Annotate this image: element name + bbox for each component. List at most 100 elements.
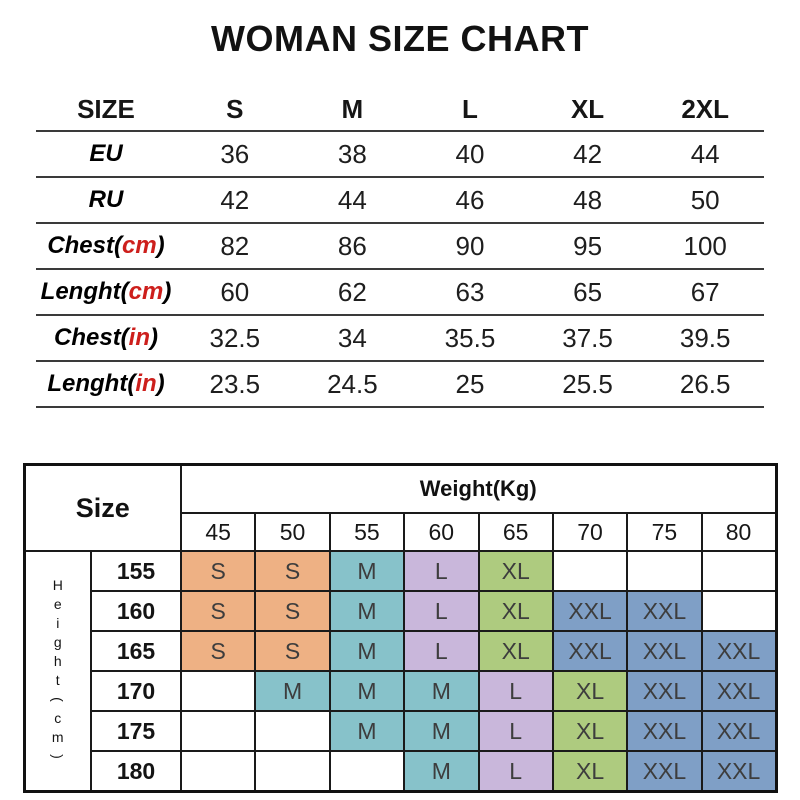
conv-value-cell: 90 — [411, 223, 529, 270]
size-cell: XXL — [626, 710, 703, 752]
height-tick: 165 — [90, 630, 182, 672]
conv-header-cell: XL — [528, 88, 647, 132]
height-axis-char: m — [51, 729, 64, 745]
conv-row: Lenght(in) 23.5 24.5 25 25.5 26.5 — [36, 361, 764, 408]
conv-value-cell: 44 — [293, 177, 412, 224]
empty-cell — [179, 750, 257, 793]
size-cell: L — [403, 550, 480, 592]
conv-value-cell: 37.5 — [528, 315, 647, 362]
size-cell: L — [403, 590, 480, 632]
conv-row-label: Lenght(cm) — [36, 269, 176, 316]
label-text: Chest( — [54, 324, 129, 351]
matrix-header: Size Weight(Kg) 45 50 55 60 65 70 75 80 — [23, 463, 778, 552]
conv-row-label: Lenght(in) — [36, 361, 176, 408]
conv-row: Chest(cm) 82 86 90 95 100 — [36, 223, 764, 270]
size-cell: XXL — [700, 670, 778, 712]
size-cell: XL — [477, 630, 554, 672]
size-cell: L — [477, 670, 554, 712]
conv-header-cell: M — [293, 88, 412, 132]
conv-value-cell: 62 — [293, 269, 412, 316]
empty-cell — [179, 670, 257, 712]
conv-value-cell: 82 — [176, 223, 294, 270]
conv-value-cell: 42 — [176, 177, 294, 224]
conv-row: EU 36 38 40 42 44 — [36, 131, 764, 178]
label-text: ) — [163, 278, 172, 305]
size-cell: XXL — [626, 670, 703, 712]
size-chart-page: WOMAN SIZE CHART SIZE S M L XL 2XL EU 36 38 40 42… — [0, 18, 800, 793]
height-tick: 180 — [90, 750, 182, 793]
conv-header-cell: L — [411, 88, 529, 132]
conv-row-label: EU — [36, 131, 176, 178]
matrix-row: 175 M M L XL XXL XXL — [24, 710, 778, 752]
matrix-row: 160 S S M L XL XXL XXL — [24, 590, 778, 632]
matrix-header-row-1: Size Weight(Kg) — [23, 463, 777, 552]
label-text: Lenght( — [47, 370, 136, 397]
height-tick: 155 — [90, 550, 182, 592]
conv-value-cell: 42 — [528, 131, 647, 178]
conv-value-cell: 100 — [646, 223, 764, 270]
size-cell: M — [328, 550, 406, 592]
matrix-row: 165 S S M L XL XXL XXL XXL — [24, 630, 778, 672]
conv-value-cell: 26.5 — [646, 361, 764, 408]
weight-tick: 55 — [328, 512, 406, 552]
height-tick: 175 — [90, 710, 182, 752]
size-cell: S — [254, 630, 331, 672]
size-cell: S — [179, 590, 257, 632]
empty-cell — [626, 550, 703, 592]
weight-tick: 75 — [626, 512, 703, 552]
height-axis-char: c — [54, 710, 62, 726]
height-axis-char: i — [56, 615, 60, 631]
conv-value-cell: 25.5 — [528, 361, 647, 408]
size-cell: XXL — [700, 630, 778, 672]
size-cell: XXL — [551, 590, 629, 632]
height-tick: 160 — [90, 590, 182, 632]
conv-header-cell: S — [176, 88, 294, 132]
size-cell: S — [179, 630, 257, 672]
height-axis-char: h — [53, 653, 62, 669]
conv-body: EU 36 38 40 42 44 RU 42 44 46 48 50 Chest(cm) 82 86 90 9… — [36, 131, 764, 408]
conv-value-cell: 36 — [176, 131, 294, 178]
empty-cell — [700, 550, 778, 592]
conv-header: SIZE S M L XL 2XL — [36, 88, 764, 132]
conv-value-cell: 24.5 — [293, 361, 412, 408]
weight-tick: 65 — [477, 512, 554, 552]
empty-cell — [254, 710, 331, 752]
conv-row-label: Chest(in) — [36, 315, 176, 362]
label-text: Lenght( — [40, 278, 129, 305]
empty-cell — [328, 750, 406, 793]
size-cell: XL — [477, 590, 554, 632]
size-cell: XXL — [700, 750, 778, 793]
label-text: ) — [156, 370, 165, 397]
size-cell: M — [328, 710, 406, 752]
empty-cell — [700, 590, 778, 632]
conv-row: Chest(in) 32.5 34 35.5 37.5 39.5 — [36, 315, 764, 362]
size-cell: L — [477, 710, 554, 752]
height-axis-char: e — [53, 596, 62, 612]
label-unit-red: in — [135, 370, 157, 397]
size-cell: XXL — [700, 710, 778, 752]
weight-tick: 70 — [551, 512, 629, 552]
label-text: RU — [88, 186, 124, 213]
size-cell: M — [328, 590, 406, 632]
conv-value-cell: 67 — [646, 269, 764, 316]
weight-tick: 50 — [254, 512, 331, 552]
size-cell: XL — [477, 550, 554, 592]
weight-tick: 60 — [403, 512, 480, 552]
size-cell: M — [328, 630, 406, 672]
empty-cell — [179, 710, 257, 752]
conv-value-cell: 46 — [411, 177, 529, 224]
conv-value-cell: 95 — [528, 223, 647, 270]
height-axis-char: H — [52, 577, 63, 593]
size-cell: M — [254, 670, 331, 712]
conv-value-cell: 32.5 — [176, 315, 294, 362]
conv-value-cell: 38 — [293, 131, 412, 178]
conv-value-cell: 35.5 — [411, 315, 529, 362]
empty-cell — [254, 750, 331, 793]
weight-tick: 80 — [700, 512, 778, 552]
empty-cell — [551, 550, 629, 592]
